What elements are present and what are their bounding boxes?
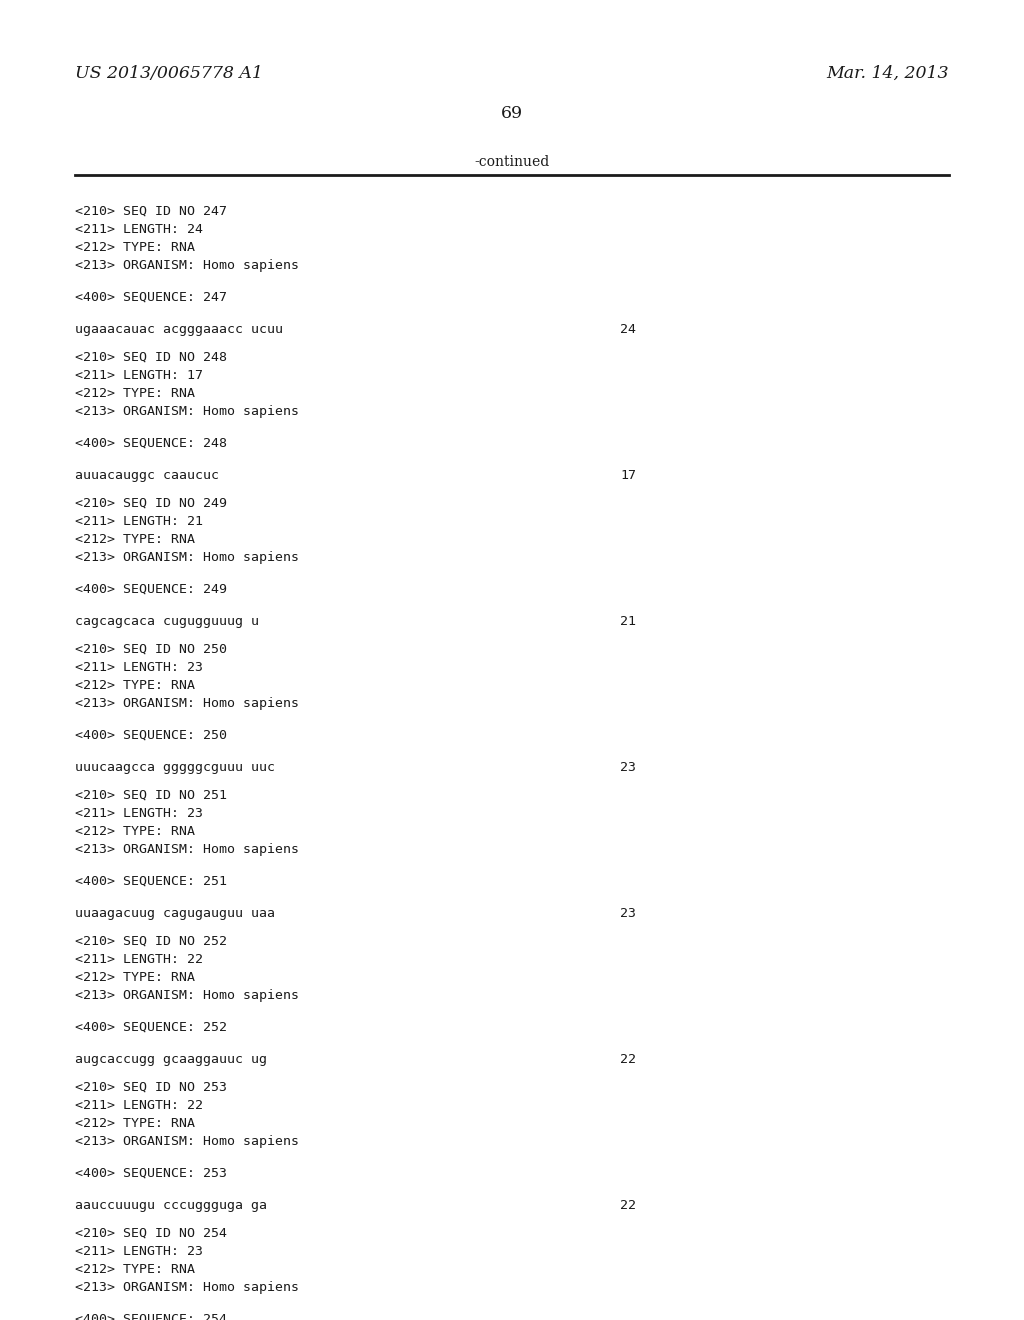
Text: 17: 17 [620, 469, 636, 482]
Text: <211> LENGTH: 22: <211> LENGTH: 22 [75, 1100, 203, 1111]
Text: <212> TYPE: RNA: <212> TYPE: RNA [75, 533, 195, 546]
Text: <211> LENGTH: 23: <211> LENGTH: 23 [75, 1245, 203, 1258]
Text: augcaccugg gcaaggauuc ug: augcaccugg gcaaggauuc ug [75, 1053, 267, 1067]
Text: ugaaacauac acgggaaacc ucuu: ugaaacauac acgggaaacc ucuu [75, 323, 283, 337]
Text: <212> TYPE: RNA: <212> TYPE: RNA [75, 972, 195, 983]
Text: <210> SEQ ID NO 251: <210> SEQ ID NO 251 [75, 789, 227, 803]
Text: <212> TYPE: RNA: <212> TYPE: RNA [75, 678, 195, 692]
Text: <213> ORGANISM: Homo sapiens: <213> ORGANISM: Homo sapiens [75, 550, 299, 564]
Text: <211> LENGTH: 24: <211> LENGTH: 24 [75, 223, 203, 236]
Text: <213> ORGANISM: Homo sapiens: <213> ORGANISM: Homo sapiens [75, 1280, 299, 1294]
Text: <400> SEQUENCE: 247: <400> SEQUENCE: 247 [75, 290, 227, 304]
Text: aauccuuugu cccuggguga ga: aauccuuugu cccuggguga ga [75, 1199, 267, 1212]
Text: <212> TYPE: RNA: <212> TYPE: RNA [75, 825, 195, 838]
Text: uuucaagcca gggggcguuu uuc: uuucaagcca gggggcguuu uuc [75, 762, 275, 774]
Text: <210> SEQ ID NO 253: <210> SEQ ID NO 253 [75, 1081, 227, 1094]
Text: <210> SEQ ID NO 252: <210> SEQ ID NO 252 [75, 935, 227, 948]
Text: <400> SEQUENCE: 254: <400> SEQUENCE: 254 [75, 1313, 227, 1320]
Text: <213> ORGANISM: Homo sapiens: <213> ORGANISM: Homo sapiens [75, 259, 299, 272]
Text: 22: 22 [620, 1053, 636, 1067]
Text: <213> ORGANISM: Homo sapiens: <213> ORGANISM: Homo sapiens [75, 1135, 299, 1148]
Text: <212> TYPE: RNA: <212> TYPE: RNA [75, 242, 195, 253]
Text: <213> ORGANISM: Homo sapiens: <213> ORGANISM: Homo sapiens [75, 843, 299, 855]
Text: 23: 23 [620, 907, 636, 920]
Text: <400> SEQUENCE: 253: <400> SEQUENCE: 253 [75, 1167, 227, 1180]
Text: <400> SEQUENCE: 252: <400> SEQUENCE: 252 [75, 1020, 227, 1034]
Text: <212> TYPE: RNA: <212> TYPE: RNA [75, 1263, 195, 1276]
Text: <211> LENGTH: 23: <211> LENGTH: 23 [75, 661, 203, 675]
Text: -continued: -continued [474, 154, 550, 169]
Text: <210> SEQ ID NO 250: <210> SEQ ID NO 250 [75, 643, 227, 656]
Text: <400> SEQUENCE: 250: <400> SEQUENCE: 250 [75, 729, 227, 742]
Text: <211> LENGTH: 17: <211> LENGTH: 17 [75, 370, 203, 381]
Text: <210> SEQ ID NO 254: <210> SEQ ID NO 254 [75, 1228, 227, 1239]
Text: <213> ORGANISM: Homo sapiens: <213> ORGANISM: Homo sapiens [75, 989, 299, 1002]
Text: US 2013/0065778 A1: US 2013/0065778 A1 [75, 65, 263, 82]
Text: <212> TYPE: RNA: <212> TYPE: RNA [75, 387, 195, 400]
Text: 24: 24 [620, 323, 636, 337]
Text: cagcagcaca cugugguuug u: cagcagcaca cugugguuug u [75, 615, 259, 628]
Text: <210> SEQ ID NO 249: <210> SEQ ID NO 249 [75, 498, 227, 510]
Text: <211> LENGTH: 22: <211> LENGTH: 22 [75, 953, 203, 966]
Text: <213> ORGANISM: Homo sapiens: <213> ORGANISM: Homo sapiens [75, 405, 299, 418]
Text: <213> ORGANISM: Homo sapiens: <213> ORGANISM: Homo sapiens [75, 697, 299, 710]
Text: 23: 23 [620, 762, 636, 774]
Text: <400> SEQUENCE: 249: <400> SEQUENCE: 249 [75, 583, 227, 597]
Text: auuacauggc caaucuc: auuacauggc caaucuc [75, 469, 219, 482]
Text: 21: 21 [620, 615, 636, 628]
Text: <211> LENGTH: 23: <211> LENGTH: 23 [75, 807, 203, 820]
Text: 22: 22 [620, 1199, 636, 1212]
Text: Mar. 14, 2013: Mar. 14, 2013 [826, 65, 949, 82]
Text: <210> SEQ ID NO 247: <210> SEQ ID NO 247 [75, 205, 227, 218]
Text: <400> SEQUENCE: 248: <400> SEQUENCE: 248 [75, 437, 227, 450]
Text: 69: 69 [501, 106, 523, 121]
Text: <212> TYPE: RNA: <212> TYPE: RNA [75, 1117, 195, 1130]
Text: <210> SEQ ID NO 248: <210> SEQ ID NO 248 [75, 351, 227, 364]
Text: <211> LENGTH: 21: <211> LENGTH: 21 [75, 515, 203, 528]
Text: <400> SEQUENCE: 251: <400> SEQUENCE: 251 [75, 875, 227, 888]
Text: uuaagacuug cagugauguu uaa: uuaagacuug cagugauguu uaa [75, 907, 275, 920]
